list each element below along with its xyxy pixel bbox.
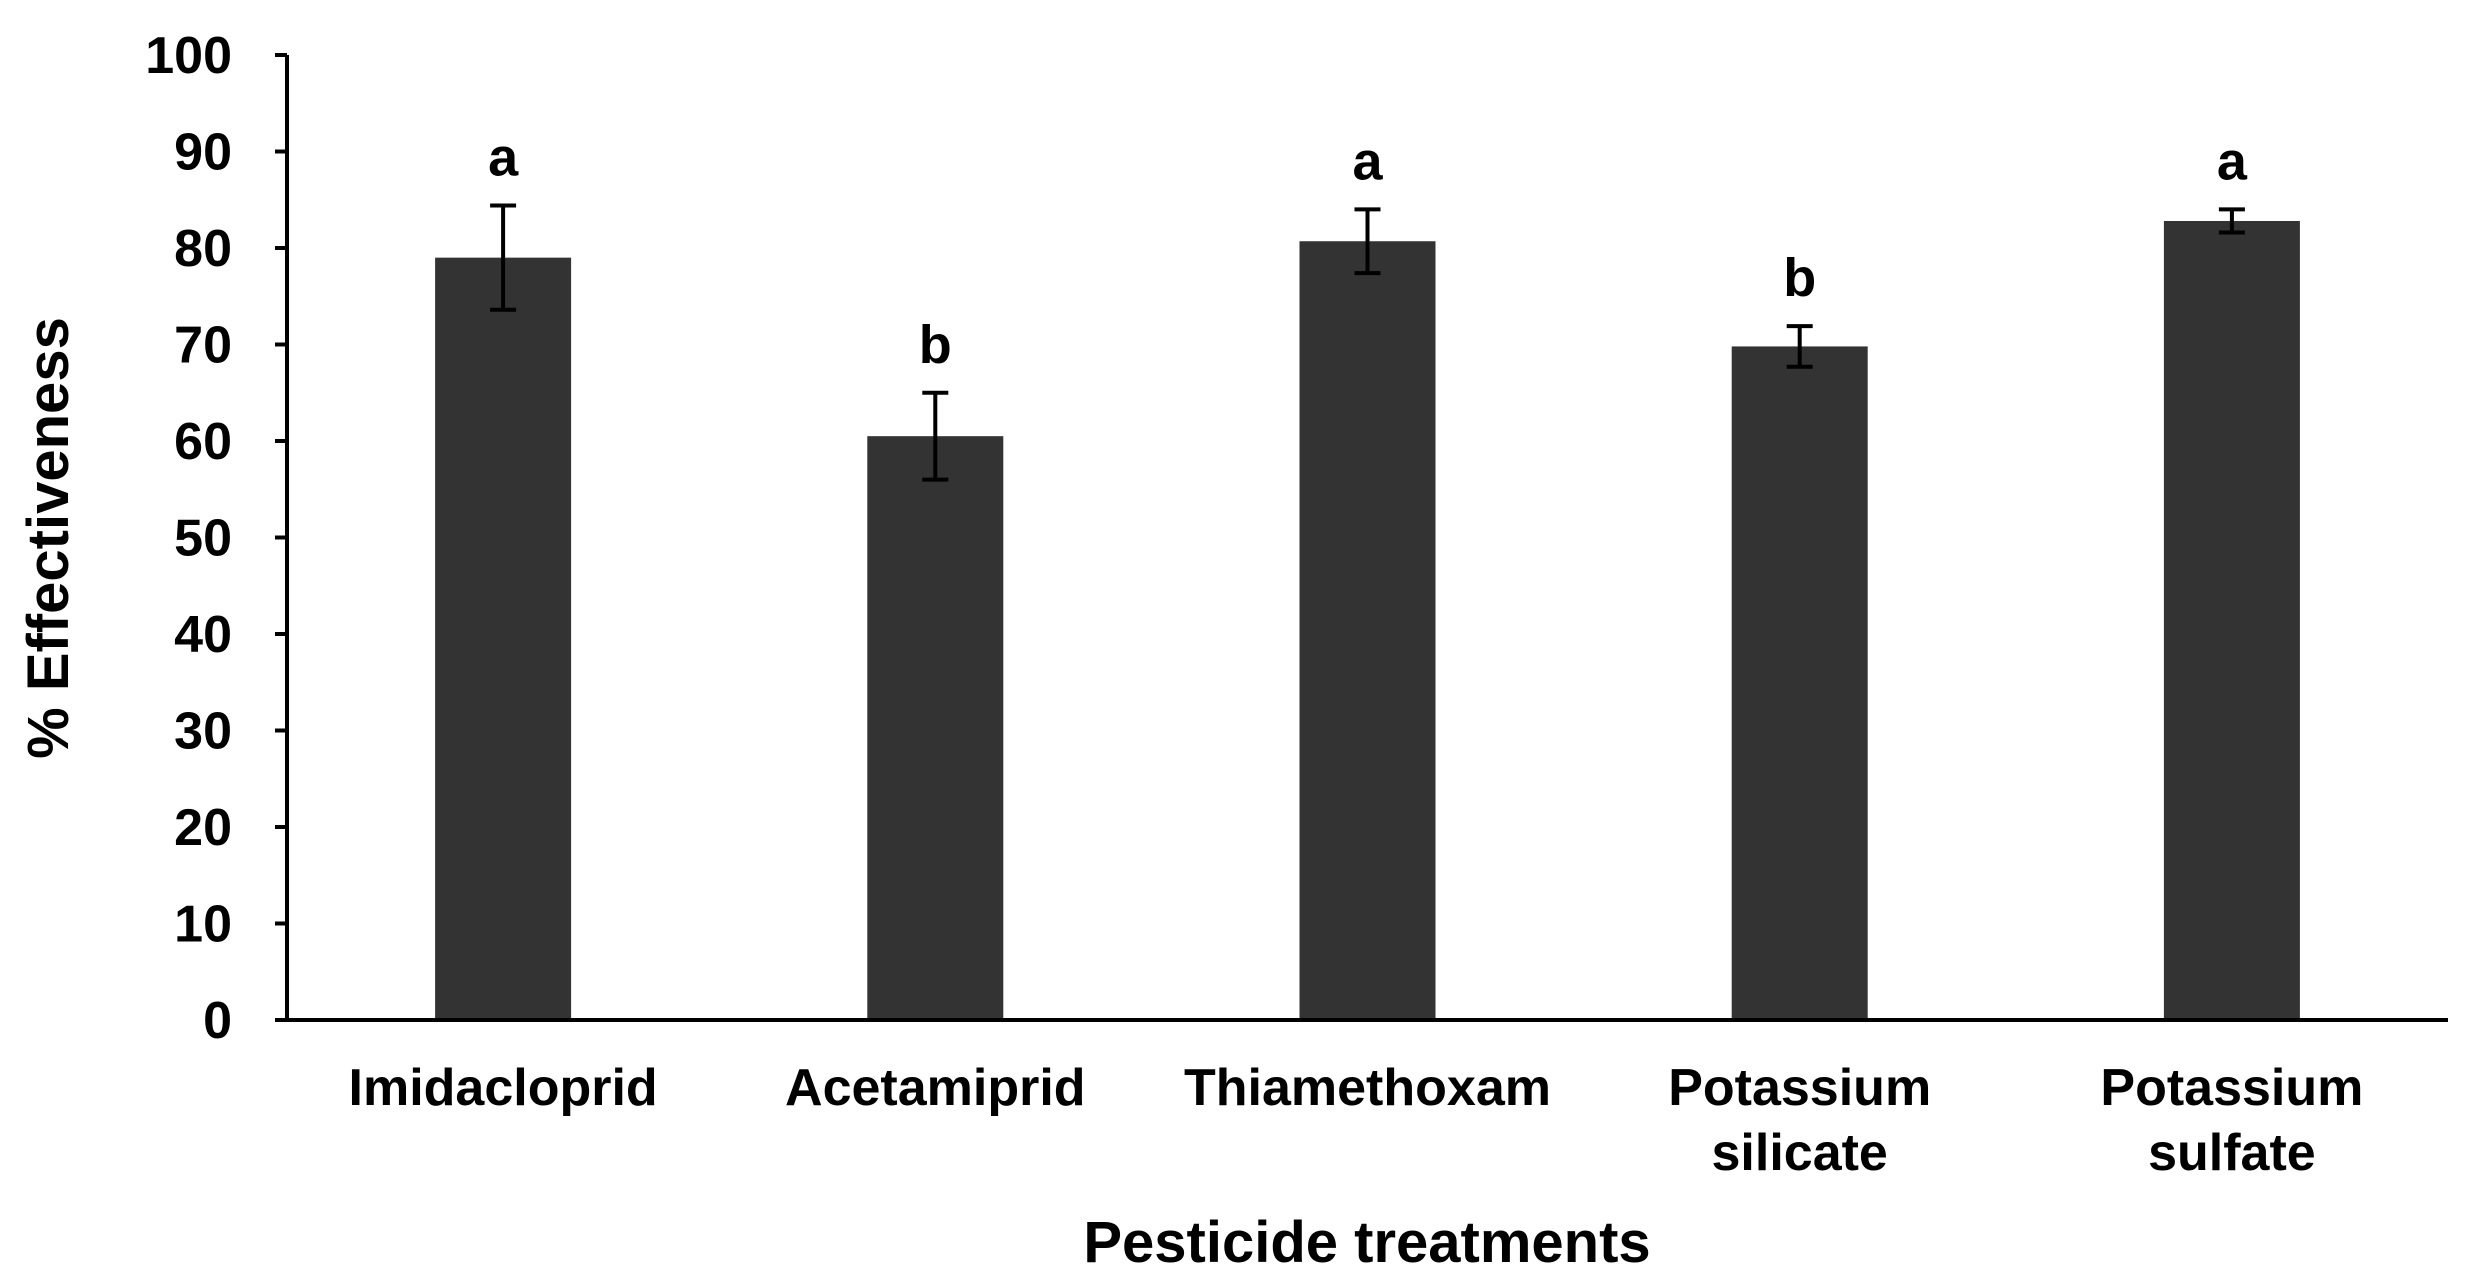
error-bar [922, 390, 949, 482]
category-labels: Imidacloprid Acetamiprid Thiamethoxam Potas… [349, 1059, 2364, 1182]
bar [435, 257, 572, 1020]
y-tick-label: 70 [174, 317, 232, 375]
x-tick-label-line: Potassium [1668, 1059, 1931, 1117]
significance-label: b [919, 315, 952, 375]
error-bar [1786, 324, 1813, 369]
y-tick-label: 40 [174, 606, 232, 664]
x-tick-label-line: sulfate [2148, 1124, 2316, 1182]
x-tick-label-line: Thiamethoxam [1184, 1059, 1551, 1117]
bar [1731, 346, 1868, 1020]
y-tick-label: 30 [174, 703, 232, 761]
x-tick-label-line: Acetamiprid [785, 1059, 1086, 1117]
y-tick-label: 100 [145, 27, 232, 85]
bar [867, 436, 1004, 1020]
y-tick-label: 10 [174, 896, 232, 954]
bar [1299, 241, 1436, 1020]
significance-label: b [1783, 248, 1816, 308]
y-tick-label: 20 [174, 799, 232, 857]
significance-label: a [488, 128, 519, 188]
significance-label: a [1352, 131, 1383, 191]
y-tick-label: 80 [174, 220, 232, 278]
bar [2163, 220, 2300, 1021]
error-bars [490, 203, 2245, 482]
error-bar [2218, 207, 2245, 235]
x-tick-label: Thiamethoxam [1184, 1059, 1551, 1117]
error-bar [1354, 207, 1381, 276]
y-tick-label: 60 [174, 413, 232, 471]
x-tick-label: Acetamiprid [785, 1059, 1086, 1117]
y-axis-ticks: 0 10 20 30 40 50 60 70 80 90 100 [145, 27, 287, 1050]
y-tick-label: 90 [174, 124, 232, 182]
error-bar [490, 203, 517, 312]
bars [435, 220, 2300, 1021]
x-axis-title: Pesticide treatments [1083, 1210, 1650, 1275]
significance-labels: a b a b a [488, 128, 2248, 375]
x-tick-label: Imidacloprid [349, 1059, 658, 1117]
x-tick-label: Potassium silicate [1668, 1059, 1931, 1182]
x-tick-label-line: Imidacloprid [349, 1059, 658, 1117]
x-tick-label: Potassium sulfate [2100, 1059, 2363, 1182]
significance-label: a [2217, 131, 2248, 191]
y-tick-label: 0 [203, 992, 232, 1050]
x-tick-label-line: Potassium [2100, 1059, 2363, 1117]
y-axis-title: % Effectiveness [16, 317, 81, 759]
x-tick-label-line: silicate [1712, 1124, 1888, 1182]
y-tick-label: 50 [174, 510, 232, 568]
